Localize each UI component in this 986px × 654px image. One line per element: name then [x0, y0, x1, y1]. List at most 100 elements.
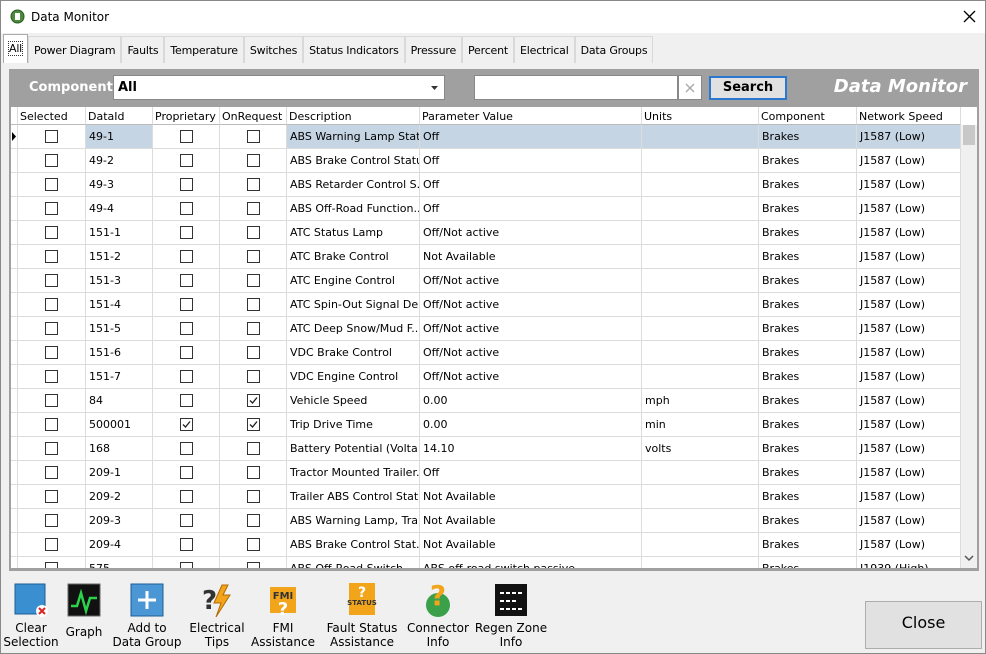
- action-label-line: Info: [499, 635, 523, 649]
- checkbox[interactable]: [179, 202, 193, 215]
- checkbox[interactable]: [45, 562, 58, 568]
- column-header[interactable]: Parameter Value: [420, 107, 642, 125]
- checkbox[interactable]: [179, 322, 193, 335]
- column-header[interactable]: Description: [287, 107, 420, 125]
- scroll-thumb[interactable]: [963, 125, 975, 145]
- checkbox[interactable]: [246, 154, 260, 167]
- checkbox[interactable]: [45, 178, 58, 191]
- component-cell: Brakes: [759, 389, 857, 413]
- component-dropdown[interactable]: All: [113, 75, 445, 100]
- checkbox[interactable]: [246, 394, 260, 407]
- checkbox[interactable]: [45, 202, 58, 215]
- tab[interactable]: Electrical: [514, 36, 575, 63]
- checkbox[interactable]: [246, 202, 260, 215]
- checkbox[interactable]: [179, 130, 193, 143]
- checkbox[interactable]: [179, 298, 193, 311]
- tab[interactable]: Percent: [462, 36, 515, 63]
- checkbox[interactable]: [246, 226, 260, 239]
- tab[interactable]: Power Diagram: [28, 36, 122, 63]
- close-button[interactable]: Close: [865, 601, 982, 649]
- checkbox[interactable]: [246, 442, 260, 455]
- checkbox[interactable]: [179, 154, 193, 167]
- checkbox[interactable]: [246, 178, 260, 191]
- data-id-cell: 168: [86, 437, 153, 461]
- checkbox[interactable]: [246, 562, 260, 568]
- checkbox[interactable]: [45, 298, 58, 311]
- checkbox[interactable]: [45, 538, 58, 551]
- checkbox[interactable]: [179, 394, 193, 407]
- checkbox[interactable]: [45, 418, 58, 431]
- column-header[interactable]: OnRequest: [220, 107, 287, 125]
- scroll-down[interactable]: [964, 555, 974, 562]
- checkbox[interactable]: [45, 466, 58, 479]
- column-header[interactable]: Proprietary: [153, 107, 220, 125]
- checkbox[interactable]: [246, 298, 260, 311]
- checkbox[interactable]: [45, 490, 58, 503]
- checkbox[interactable]: [246, 418, 260, 431]
- checkbox[interactable]: [179, 178, 193, 191]
- checkbox[interactable]: [246, 250, 260, 263]
- scrollbar[interactable]: [961, 125, 977, 568]
- checkbox[interactable]: [45, 250, 58, 263]
- checkbox[interactable]: [179, 250, 193, 263]
- checkbox[interactable]: [246, 538, 260, 551]
- tab[interactable]: Faults: [121, 36, 165, 63]
- checkbox[interactable]: [246, 322, 260, 335]
- checkbox[interactable]: [246, 274, 260, 287]
- action-button[interactable]: Graph: [44, 579, 124, 653]
- checkbox[interactable]: [179, 226, 193, 239]
- column-header[interactable]: Component: [759, 107, 857, 125]
- checkbox[interactable]: [179, 466, 193, 479]
- checkbox[interactable]: [45, 154, 58, 167]
- action-button[interactable]: FMI? FMI Assistance: [243, 579, 323, 653]
- checkbox[interactable]: [246, 490, 260, 503]
- column-header[interactable]: DataId: [86, 107, 153, 125]
- checkbox[interactable]: [45, 226, 58, 239]
- units-cell: [642, 269, 759, 293]
- tab[interactable]: Temperature: [164, 36, 244, 63]
- tab[interactable]: Switches: [243, 36, 304, 63]
- action-button[interactable]: STATUS? Fault Status Assistance: [322, 579, 402, 653]
- checkbox[interactable]: [179, 418, 193, 431]
- action-button[interactable]: ? Connector Info: [398, 579, 478, 653]
- checkbox[interactable]: [179, 370, 193, 383]
- proprietary-cell: [153, 245, 220, 269]
- checkbox[interactable]: [179, 538, 193, 551]
- checkbox[interactable]: [45, 442, 58, 455]
- tab[interactable]: Status Indicators: [303, 36, 405, 63]
- tab[interactable]: Pressure: [404, 36, 463, 63]
- row-header: [11, 341, 18, 365]
- checkbox[interactable]: [179, 442, 193, 455]
- search-button[interactable]: Search: [709, 76, 787, 100]
- checkbox[interactable]: [45, 346, 58, 359]
- checkbox[interactable]: [246, 130, 260, 143]
- action-button[interactable]: Clear Selection: [1, 579, 71, 653]
- column-header[interactable]: Selected: [18, 107, 86, 125]
- search-input[interactable]: [474, 75, 678, 100]
- action-button[interactable]: Add to Data Group: [107, 579, 187, 653]
- checkbox[interactable]: [45, 322, 58, 335]
- checkbox[interactable]: [179, 514, 193, 527]
- checkbox[interactable]: [179, 274, 193, 287]
- data-id-cell: 209-1: [86, 461, 153, 485]
- checkbox[interactable]: [246, 346, 260, 359]
- checkbox[interactable]: [246, 466, 260, 479]
- checkbox[interactable]: [179, 562, 193, 568]
- checkbox[interactable]: [45, 514, 58, 527]
- clear-search[interactable]: [678, 75, 702, 100]
- checkbox[interactable]: [179, 490, 193, 503]
- checkbox[interactable]: [179, 346, 193, 359]
- column-header[interactable]: Network Speed: [857, 107, 961, 125]
- checkbox[interactable]: [45, 370, 58, 383]
- checkbox[interactable]: [45, 130, 58, 143]
- action-button[interactable]: ? Electrical Tips: [177, 579, 257, 653]
- checkbox[interactable]: [246, 370, 260, 383]
- column-header[interactable]: Units: [642, 107, 759, 125]
- tab[interactable]: All: [3, 34, 29, 63]
- tab[interactable]: Data Groups: [574, 36, 654, 63]
- action-button[interactable]: Regen Zone Info: [471, 579, 551, 653]
- checkbox[interactable]: [246, 514, 260, 527]
- checkbox[interactable]: [45, 394, 58, 407]
- checkbox[interactable]: [45, 274, 58, 287]
- window-close[interactable]: [963, 10, 976, 23]
